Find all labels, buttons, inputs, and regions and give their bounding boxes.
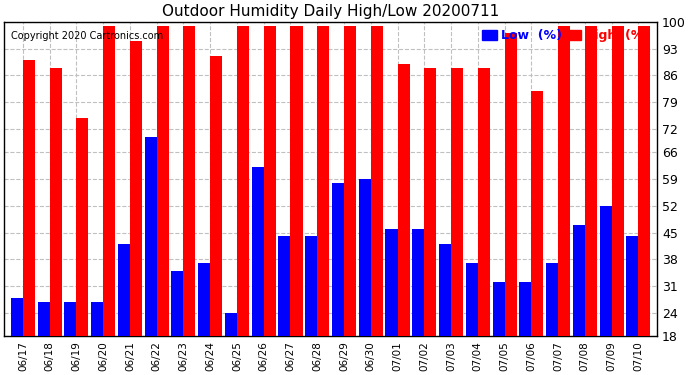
- Bar: [157, 26, 169, 336]
- Bar: [317, 26, 329, 336]
- Bar: [64, 302, 77, 336]
- Bar: [305, 236, 317, 336]
- Bar: [371, 26, 383, 336]
- Bar: [50, 68, 61, 336]
- Bar: [198, 263, 210, 336]
- Bar: [237, 26, 249, 336]
- Bar: [184, 26, 195, 336]
- Bar: [585, 26, 597, 336]
- Bar: [225, 313, 237, 336]
- Bar: [386, 229, 397, 336]
- Bar: [118, 244, 130, 336]
- Bar: [145, 137, 157, 336]
- Bar: [38, 302, 50, 336]
- Bar: [466, 263, 477, 336]
- Bar: [252, 167, 264, 336]
- Bar: [171, 271, 184, 336]
- Bar: [77, 118, 88, 336]
- Text: Copyright 2020 Cartronics.com: Copyright 2020 Cartronics.com: [11, 31, 163, 41]
- Bar: [23, 60, 35, 336]
- Bar: [451, 68, 463, 336]
- Bar: [504, 33, 517, 336]
- Bar: [290, 26, 302, 336]
- Bar: [104, 26, 115, 336]
- Bar: [600, 206, 611, 336]
- Bar: [332, 183, 344, 336]
- Bar: [279, 236, 290, 336]
- Title: Outdoor Humidity Daily High/Low 20200711: Outdoor Humidity Daily High/Low 20200711: [162, 4, 500, 19]
- Bar: [477, 68, 490, 336]
- Bar: [520, 282, 531, 336]
- Bar: [627, 236, 638, 336]
- Bar: [210, 56, 222, 336]
- Bar: [638, 26, 651, 336]
- Bar: [611, 26, 624, 336]
- Bar: [130, 41, 142, 336]
- Bar: [424, 68, 436, 336]
- Bar: [91, 302, 103, 336]
- Bar: [344, 26, 356, 336]
- Bar: [573, 225, 585, 336]
- Bar: [412, 229, 424, 336]
- Bar: [546, 263, 558, 336]
- Bar: [397, 64, 410, 336]
- Bar: [11, 298, 23, 336]
- Bar: [493, 282, 504, 336]
- Bar: [531, 91, 543, 336]
- Bar: [359, 179, 371, 336]
- Bar: [439, 244, 451, 336]
- Legend: Low  (%), High  (%): Low (%), High (%): [481, 28, 651, 44]
- Bar: [558, 26, 570, 336]
- Bar: [264, 26, 276, 336]
